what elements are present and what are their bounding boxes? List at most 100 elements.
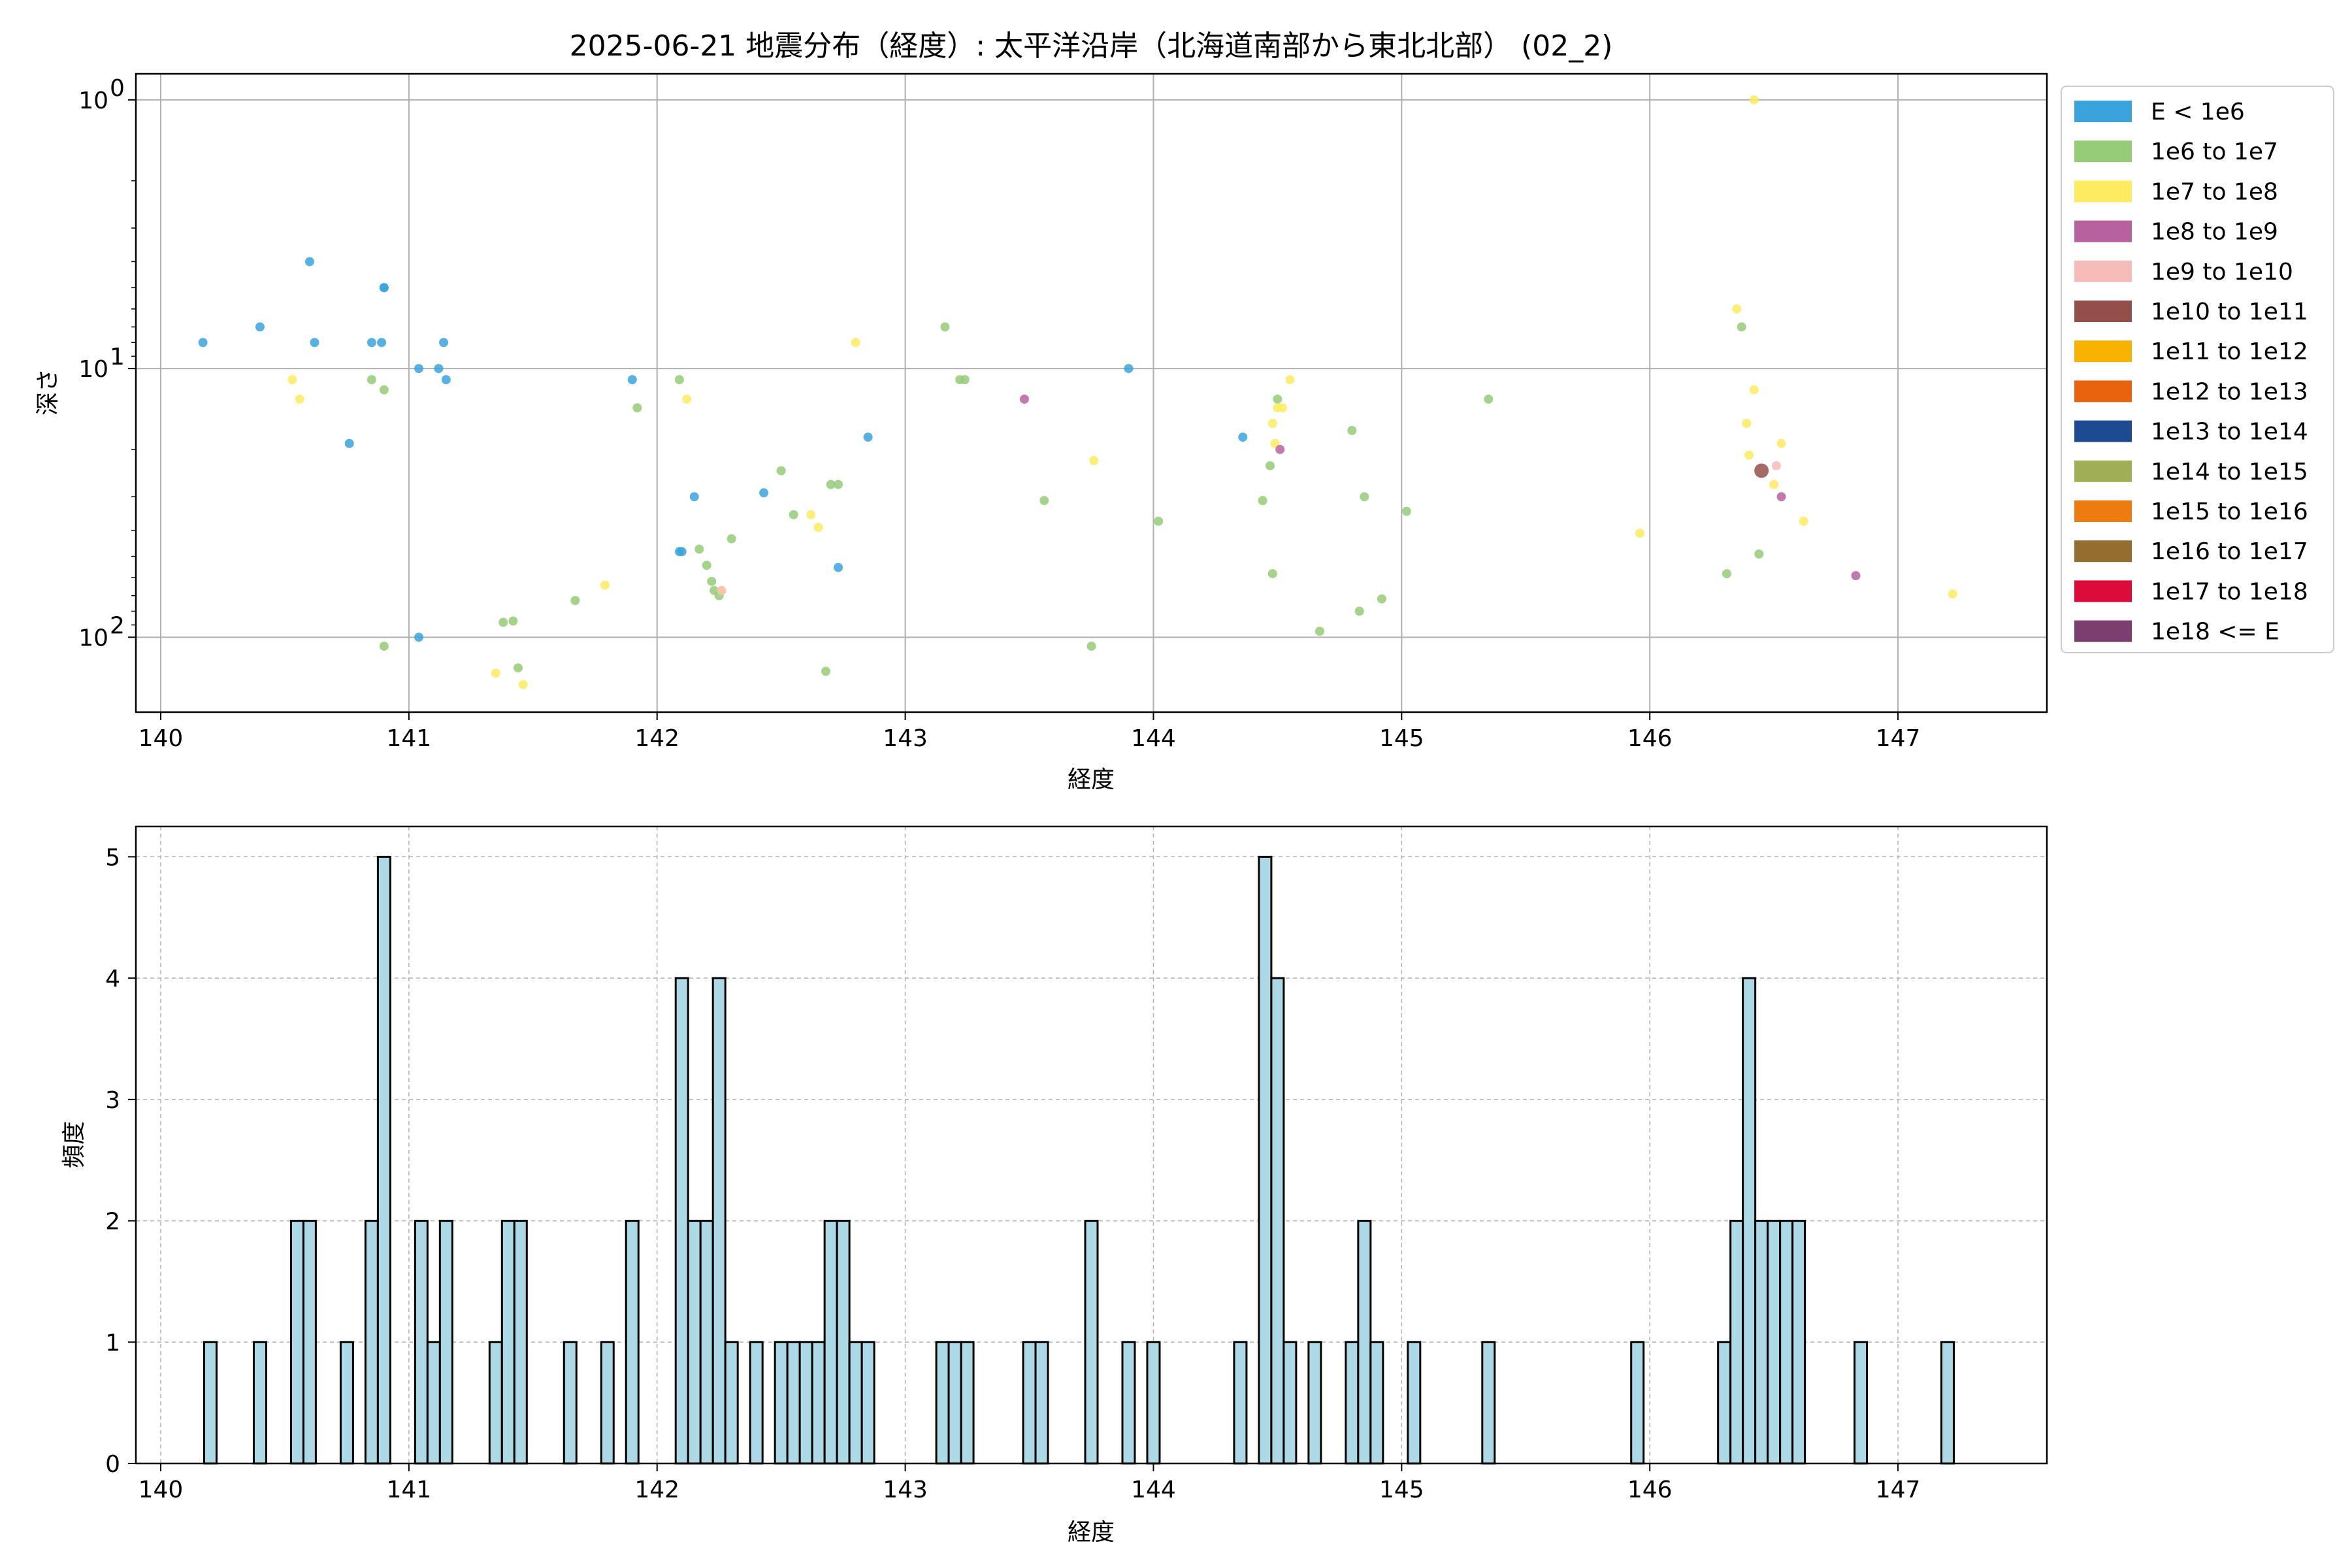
legend-label: 1e16 to 1e17 xyxy=(2151,538,2308,565)
histogram-bar xyxy=(1146,1341,1161,1465)
histogram-bar xyxy=(1481,1341,1496,1465)
scatter-point xyxy=(627,375,637,385)
scatter-point xyxy=(834,563,843,572)
scatter-point xyxy=(1275,444,1285,454)
scatter-point xyxy=(287,375,297,385)
scatter-point xyxy=(1154,516,1164,526)
histogram-y-tick-label: 1 xyxy=(105,1330,120,1356)
scatter-point xyxy=(1267,569,1277,579)
scatter-point xyxy=(826,480,836,489)
scatter-x-tick-label: 147 xyxy=(1876,725,1921,752)
histogram-bar xyxy=(848,1341,863,1465)
histogram-bar xyxy=(1034,1341,1049,1465)
histogram-bar xyxy=(563,1341,578,1465)
scatter-point xyxy=(1086,642,1096,651)
scatter-point xyxy=(813,523,823,532)
legend-label: 1e12 to 1e13 xyxy=(2151,378,2308,405)
scatter-point xyxy=(1266,461,1275,470)
scatter-point xyxy=(694,544,704,554)
histogram-x-tick-label: 142 xyxy=(634,1477,679,1503)
scatter-points xyxy=(198,95,1957,689)
legend-swatch xyxy=(2074,460,2132,482)
scatter-point xyxy=(414,364,424,374)
scatter-point xyxy=(674,375,684,385)
histogram-bar xyxy=(414,1220,429,1465)
histogram-bar xyxy=(1729,1220,1744,1465)
histogram-bar xyxy=(786,1341,801,1465)
scatter-y-axis-label: 深さ xyxy=(35,368,61,416)
histogram-bar xyxy=(252,1341,267,1465)
scatter-point xyxy=(632,403,642,413)
histogram-x-axis-label: 経度 xyxy=(1068,1519,1115,1546)
histogram-bar xyxy=(711,977,727,1465)
histogram-y-tick-label: 3 xyxy=(105,1087,120,1114)
scatter-point xyxy=(776,466,786,476)
histogram-bar xyxy=(823,1220,838,1465)
legend-swatch xyxy=(2074,260,2132,282)
legend-swatch xyxy=(2074,220,2132,242)
histogram-bar xyxy=(1369,1341,1384,1465)
scatter-point xyxy=(682,394,692,404)
scatter-point xyxy=(514,663,523,673)
histogram-bar xyxy=(935,1341,950,1465)
legend-swatch xyxy=(2074,140,2132,163)
histogram-bar xyxy=(1282,1341,1298,1465)
histogram-bar xyxy=(1345,1341,1360,1465)
scatter-grid xyxy=(136,74,2047,712)
scatter-x-tick-label: 143 xyxy=(883,725,928,752)
scatter-x-tick-label: 140 xyxy=(139,725,184,752)
histogram-bar xyxy=(1854,1341,1869,1465)
scatter-y-tick-label: 10 xyxy=(78,88,108,114)
histogram-bar xyxy=(1407,1341,1422,1465)
histogram-bar xyxy=(960,1341,975,1465)
scatter-point xyxy=(1948,589,1957,599)
histogram-bar xyxy=(513,1220,528,1465)
scatter-point xyxy=(834,480,843,489)
scatter-point xyxy=(1315,627,1324,636)
scatter-x-tick-label: 141 xyxy=(386,725,431,752)
histogram-bar xyxy=(376,855,391,1465)
legend-box xyxy=(2061,86,2334,653)
scatter-point xyxy=(518,679,528,689)
scatter-point xyxy=(1635,529,1645,538)
scatter-point xyxy=(707,576,717,586)
scatter-y-tick-exponent: 0 xyxy=(110,75,125,102)
scatter-point xyxy=(940,322,950,332)
histogram-x-tick-label: 145 xyxy=(1379,1477,1424,1503)
scatter-point xyxy=(414,632,424,642)
scatter-point xyxy=(806,510,816,519)
scatter-point xyxy=(1732,304,1742,314)
legend-label: 1e9 to 1e10 xyxy=(2151,259,2293,286)
histogram-bar xyxy=(798,1341,813,1465)
histogram-x-ticks: 140 141 142 143 144 145 146 147 xyxy=(139,1463,1920,1503)
scatter-x-ticks: 140 141 142 143 144 145 146 147 xyxy=(139,712,1921,752)
scatter-point xyxy=(310,338,319,348)
scatter-point xyxy=(702,561,711,570)
scatter-point xyxy=(1754,549,1764,559)
histogram-bar xyxy=(860,1341,875,1465)
scatter-x-tick-label: 144 xyxy=(1131,725,1176,752)
histogram-x-tick-label: 140 xyxy=(139,1477,184,1503)
scatter-x-tick-label: 146 xyxy=(1627,725,1673,752)
scatter-point xyxy=(1401,506,1411,516)
scatter-point xyxy=(1754,463,1769,478)
legend-label: 1e14 to 1e15 xyxy=(2151,459,2308,485)
scatter-point xyxy=(570,596,580,606)
histogram-bar xyxy=(339,1341,354,1465)
scatter-point xyxy=(367,375,376,385)
histogram-bar xyxy=(1258,855,1273,1465)
scatter-point xyxy=(1285,375,1295,385)
scatter-point xyxy=(1019,394,1029,404)
histogram-bar xyxy=(600,1341,615,1465)
scatter-point xyxy=(1749,95,1759,105)
scatter-point xyxy=(789,510,798,519)
scatter-point xyxy=(377,338,387,348)
histogram-bar xyxy=(1270,977,1285,1465)
scatter-y-tick-exponent: 1 xyxy=(110,344,125,370)
scatter-x-tick-label: 142 xyxy=(634,725,679,752)
scatter-point xyxy=(1722,569,1731,579)
scatter-point xyxy=(1737,322,1746,332)
scatter-point xyxy=(1484,394,1494,404)
